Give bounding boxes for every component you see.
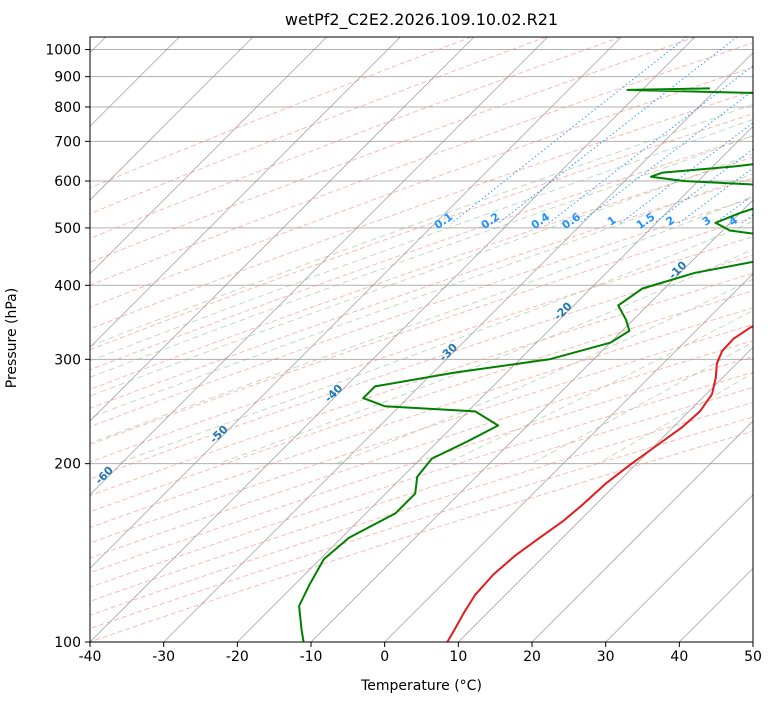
isotherm-line xyxy=(90,37,696,642)
y-tick-label: 100 xyxy=(54,635,81,651)
mixing-ratio-label: 1.5 xyxy=(634,210,657,232)
y-tick-label: 200 xyxy=(54,457,81,473)
dry-adiabat-line xyxy=(90,66,753,308)
dewpoint-profile-line xyxy=(298,87,753,642)
isotherm-line xyxy=(310,199,753,642)
moist-adiabat-line xyxy=(90,118,753,362)
mixing-ratio-label: 0.1 xyxy=(432,210,455,232)
isotherm-line xyxy=(384,273,753,642)
y-tick-label: 500 xyxy=(54,221,81,237)
isotherm-label: -60 xyxy=(93,464,116,487)
dry-adiabat-line xyxy=(90,340,753,559)
dry-adiabat-line xyxy=(90,323,753,544)
isotherm-label: -30 xyxy=(437,340,460,363)
x-tick-label: 40 xyxy=(670,649,688,665)
mixing-ratio-label: 1 xyxy=(605,214,619,229)
isotherm-line xyxy=(90,37,475,422)
isotherm-line xyxy=(679,567,753,642)
x-tick-label: -30 xyxy=(152,649,175,665)
moist-adiabat-line xyxy=(335,278,753,465)
dry-adiabat-line xyxy=(90,135,753,371)
moist-adiabat-line xyxy=(90,135,753,378)
moist-adiabat-line xyxy=(90,153,753,397)
dry-adiabat-line xyxy=(90,307,753,529)
x-tick-label: 30 xyxy=(597,649,615,665)
temperature-profile-line xyxy=(446,324,753,642)
dry-adiabat-line xyxy=(90,37,622,239)
isotherm-line xyxy=(90,37,327,275)
isotherm-label: -20 xyxy=(551,299,574,322)
isotherm-line xyxy=(90,37,548,496)
isotherm-line xyxy=(531,420,753,642)
dry-adiabat-line xyxy=(90,197,753,428)
x-tick-label: -10 xyxy=(300,649,323,665)
y-tick-label: 400 xyxy=(54,278,81,294)
mixing-ratio-label: 0.2 xyxy=(479,210,502,232)
isotherm-line xyxy=(458,346,753,642)
mixing-ratio-label: 3 xyxy=(700,214,714,229)
mixing-ratio-line xyxy=(578,90,753,224)
x-axis-label: Temperature (°C) xyxy=(361,678,482,694)
dry-adiabat-line xyxy=(90,156,753,390)
isotherm-line xyxy=(237,125,753,642)
chart-title: wetPf2_C2E2.2026.109.10.02.R21 xyxy=(284,10,559,29)
mixing-ratio-label: 0.4 xyxy=(529,210,553,232)
dry-adiabat-line xyxy=(90,113,753,351)
dry-adiabat-line xyxy=(90,401,753,616)
mixing-ratio-label: 2 xyxy=(664,214,678,229)
isotherm-line xyxy=(752,641,753,642)
moist-adiabat-line xyxy=(218,248,753,465)
isotherm-line xyxy=(90,37,401,348)
mixing-ratio-label: 0.6 xyxy=(560,210,584,232)
plot-frame xyxy=(89,36,754,643)
moist-adiabat-line xyxy=(90,195,753,444)
dry-adiabat-line xyxy=(90,37,547,215)
isotherm-label: -40 xyxy=(322,381,345,404)
isotherm-label: -70 xyxy=(0,505,1,528)
dry-adiabat-line xyxy=(90,416,753,630)
y-tick-label: 800 xyxy=(54,100,81,116)
y-tick-label: 1000 xyxy=(45,43,81,59)
mixing-ratio-line xyxy=(653,148,753,224)
moist-adiabat-line xyxy=(90,173,753,419)
moist-adiabat-line xyxy=(530,341,753,465)
dry-adiabat-line xyxy=(90,37,696,263)
isotherm-line xyxy=(90,37,622,569)
x-tick-label: -20 xyxy=(226,649,249,665)
x-tick-label: 50 xyxy=(744,649,762,665)
isotherm-line xyxy=(90,37,254,201)
x-tick-label: 20 xyxy=(523,649,541,665)
isotherm-label: -50 xyxy=(207,423,230,446)
mixing-ratio-line xyxy=(497,37,738,224)
moist-adiabat-line xyxy=(116,220,753,465)
mixing-ratio-label: 6 xyxy=(765,213,775,228)
isotherm-line xyxy=(605,494,753,642)
y-axis-label: Pressure (hPa) xyxy=(4,287,20,389)
y-tick-label: 300 xyxy=(54,352,81,368)
x-tick-label: -40 xyxy=(79,649,102,665)
x-tick-label: 10 xyxy=(449,649,467,665)
dry-adiabat-line xyxy=(90,236,753,463)
y-tick-label: 700 xyxy=(54,134,81,150)
dry-adiabat-line xyxy=(90,430,753,642)
mixing-ratio-line xyxy=(547,65,753,224)
mixing-ratio-line xyxy=(740,214,753,224)
y-tick-label: 600 xyxy=(54,174,81,190)
y-tick-label: 900 xyxy=(54,70,81,86)
dry-adiabat-line xyxy=(90,42,753,286)
moist-adiabat-line xyxy=(445,309,753,465)
isotherm-line xyxy=(163,52,753,642)
dry-adiabat-line xyxy=(90,90,753,330)
moist-adiabat-line xyxy=(90,103,753,347)
mixing-ratio-line xyxy=(678,167,753,224)
x-tick-label: 0 xyxy=(380,649,389,665)
